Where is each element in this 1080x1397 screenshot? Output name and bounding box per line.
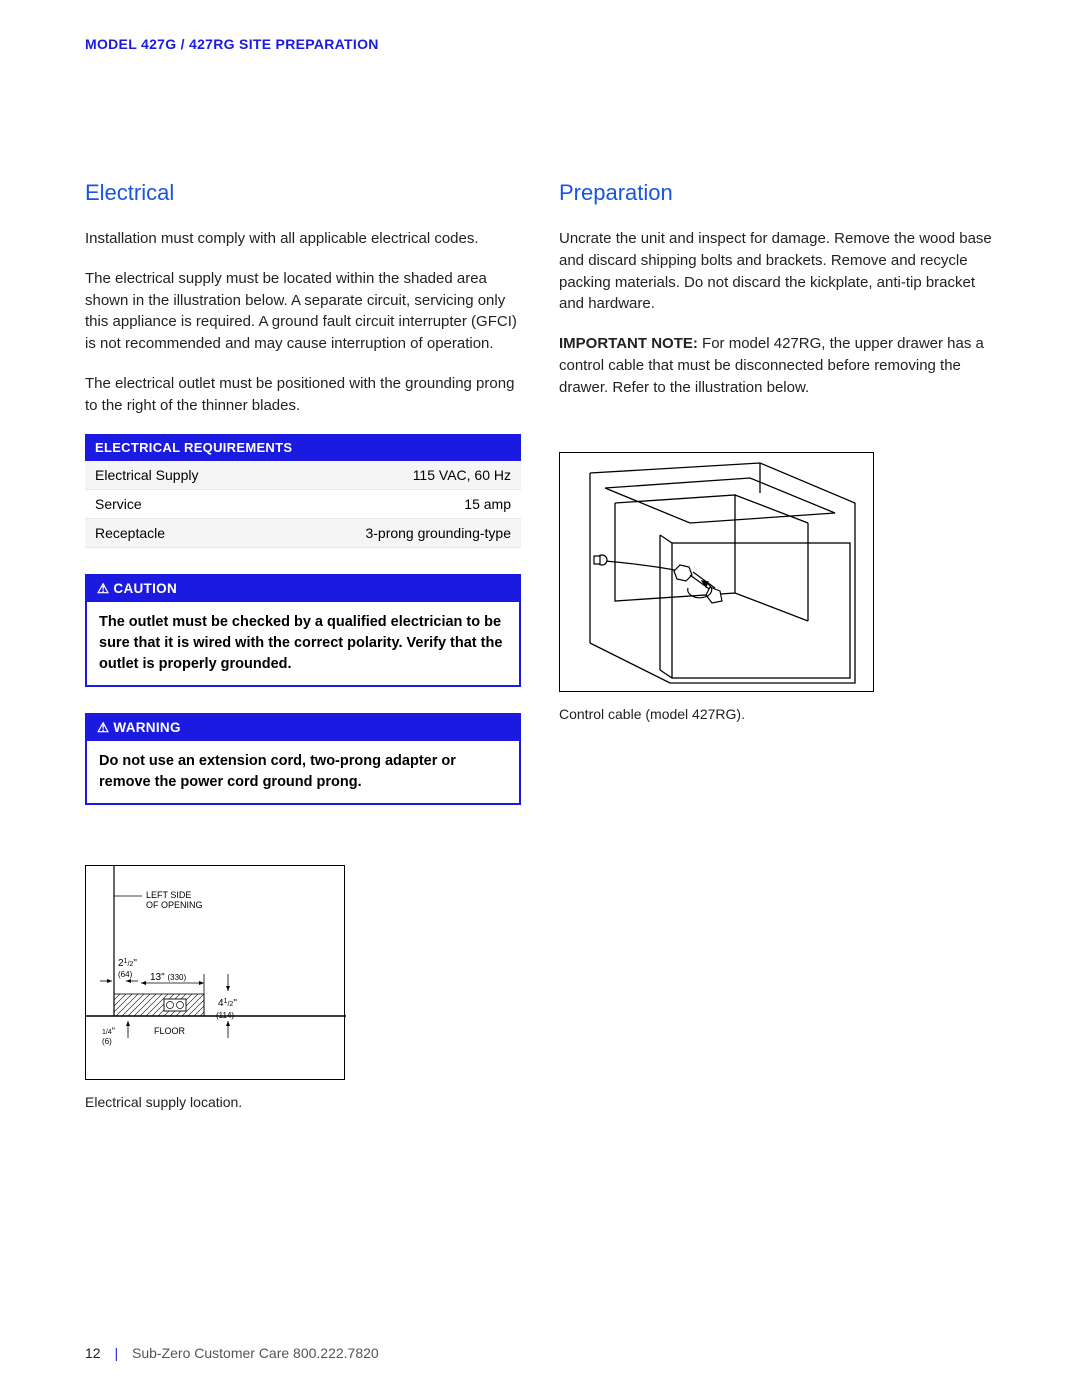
warning-box: ⚠ WARNING Do not use an extension cord, t… bbox=[85, 713, 521, 805]
preparation-note: IMPORTANT NOTE: For model 427RG, the upp… bbox=[559, 333, 995, 398]
electrical-p1: Installation must comply with all applic… bbox=[85, 228, 521, 250]
caution-box: ⚠ CAUTION The outlet must be checked by a… bbox=[85, 574, 521, 687]
page-header: MODEL 427G / 427RG SITE PREPARATION bbox=[85, 36, 379, 52]
important-note-label: IMPORTANT NOTE: bbox=[559, 335, 698, 352]
table-row: Electrical Supply 115 VAC, 60 Hz bbox=[85, 461, 521, 490]
req-label: Electrical Supply bbox=[85, 461, 271, 490]
req-value: 115 VAC, 60 Hz bbox=[271, 461, 521, 490]
preparation-title: Preparation bbox=[559, 180, 995, 206]
content-columns: Electrical Installation must comply with… bbox=[85, 180, 995, 1110]
footer-text: Sub-Zero Customer Care 800.222.7820 bbox=[132, 1345, 379, 1361]
req-label: Receptacle bbox=[85, 519, 271, 548]
dim-2-1-2: 21/2" bbox=[118, 958, 137, 969]
electrical-diagram-caption: Electrical supply location. bbox=[85, 1094, 521, 1110]
caution-label: CAUTION bbox=[113, 581, 177, 596]
page-footer: 12 | Sub-Zero Customer Care 800.222.7820 bbox=[85, 1345, 379, 1361]
right-column: Preparation Uncrate the unit and inspect… bbox=[559, 180, 995, 1110]
warning-icon: ⚠ bbox=[97, 581, 109, 597]
electrical-p3: The electrical outlet must be positioned… bbox=[85, 373, 521, 417]
dim-1-4-mm: (6) bbox=[102, 1037, 112, 1046]
requirements-table: ELECTRICAL REQUIREMENTS Electrical Suppl… bbox=[85, 434, 521, 548]
requirements-header: ELECTRICAL REQUIREMENTS bbox=[85, 434, 521, 461]
dim-4-1-2: 41/2" bbox=[218, 998, 237, 1009]
preparation-p1: Uncrate the unit and inspect for damage.… bbox=[559, 228, 995, 315]
dim-13: 13" (330) bbox=[150, 972, 186, 983]
dim-4-1-2-mm: (114) bbox=[216, 1011, 234, 1020]
electrical-title: Electrical bbox=[85, 180, 521, 206]
electrical-diagram: LEFT SIDE OF OPENING 21/2" (64) 13" (330… bbox=[85, 865, 345, 1080]
footer-divider: | bbox=[114, 1345, 118, 1361]
warning-icon: ⚠ bbox=[97, 720, 109, 736]
dim-1-4: 1/4" bbox=[102, 1026, 115, 1036]
left-column: Electrical Installation must comply with… bbox=[85, 180, 521, 1110]
req-value: 3-prong grounding-type bbox=[271, 519, 521, 548]
caution-text: The outlet must be checked by a qualifie… bbox=[87, 602, 519, 685]
table-row: Receptacle 3-prong grounding-type bbox=[85, 519, 521, 548]
floor-label: FLOOR bbox=[154, 1026, 186, 1036]
dim-2-1-2-mm: (64) bbox=[118, 970, 133, 979]
req-value: 15 amp bbox=[271, 490, 521, 519]
diagram-left-side2: OF OPENING bbox=[146, 900, 203, 910]
control-cable-caption: Control cable (model 427RG). bbox=[559, 706, 995, 722]
electrical-p2: The electrical supply must be located wi… bbox=[85, 268, 521, 355]
req-label: Service bbox=[85, 490, 271, 519]
control-cable-illustration bbox=[559, 452, 874, 692]
warning-label: WARNING bbox=[113, 720, 180, 735]
caution-header: ⚠ CAUTION bbox=[87, 576, 519, 602]
warning-text: Do not use an extension cord, two-prong … bbox=[87, 741, 519, 803]
page-number: 12 bbox=[85, 1345, 101, 1361]
table-row: Service 15 amp bbox=[85, 490, 521, 519]
warning-header: ⚠ WARNING bbox=[87, 715, 519, 741]
diagram-left-side: LEFT SIDE bbox=[146, 890, 191, 900]
